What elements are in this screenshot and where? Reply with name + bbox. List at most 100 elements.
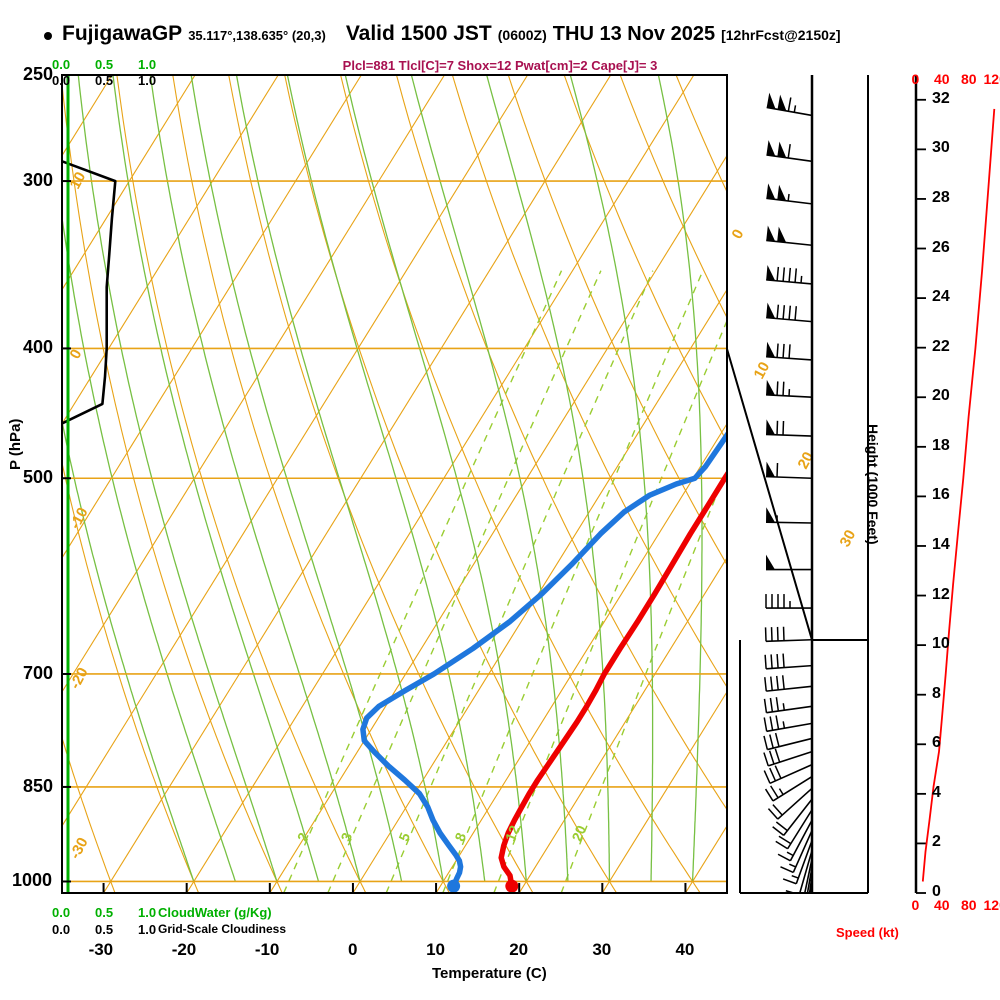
dry-adiabat-label: -30 (67, 835, 92, 862)
height-tick-label: 2 (932, 833, 941, 851)
dry-adiabat-label: 30 (837, 527, 860, 550)
cloudwater-axis-label: CloudWater (g/Kg) (158, 905, 272, 920)
station-marker-icon (44, 32, 52, 40)
wind-barb (780, 830, 813, 874)
pressure-tick-label: 1000 (12, 870, 53, 891)
speed-tick-label-top: 120 (983, 71, 1000, 87)
valid-time-label: Valid 1500 JST (345, 22, 492, 45)
wind-barb (766, 92, 813, 117)
pressure-tick-label: 500 (23, 467, 54, 488)
dewpoint-profile (360, 430, 727, 889)
height-tick-label: 12 (932, 585, 950, 603)
cloudiness-tick-top: 0.0 (52, 73, 71, 88)
surface-markers (447, 879, 519, 893)
cloudwater-tick-bottom: 0.0 (52, 905, 71, 920)
mixing-ratio-label: 8 (451, 830, 469, 843)
mixing-ratio-label: 20 (568, 823, 589, 844)
speed-height-panel (914, 75, 996, 894)
temperature-tick-label: 10 (426, 940, 445, 959)
wind-barb (772, 798, 813, 836)
height-tick-label: 8 (932, 684, 941, 702)
height-tick-label: 30 (932, 139, 950, 157)
wind-barb (765, 594, 812, 609)
height-tick-label: 4 (932, 783, 941, 801)
wind-barb (764, 626, 813, 643)
dry-adiabat-label: 20 (795, 449, 818, 472)
plot-frame (61, 74, 728, 894)
height-tick-label: 16 (932, 486, 950, 504)
wind-barb (766, 225, 813, 247)
dry-adiabat-label: 10 (67, 169, 90, 192)
pressure-tick-label: 700 (23, 662, 54, 683)
height-tick-label: 0 (932, 883, 941, 900)
wind-barb (763, 763, 813, 785)
wind-barb-panel (726, 75, 869, 894)
dry-adiabat-label: 0 (729, 227, 748, 242)
temperature-profile (498, 469, 727, 889)
cloudiness-tick-bottom: 1.0 (138, 922, 157, 937)
valid-time-zulu: (0600Z) (497, 27, 547, 43)
station-coordinates: 35.117°,138.635° (20,3) (188, 28, 326, 43)
temperature-tick-label: 30 (592, 940, 612, 959)
pressure-tick-label: 400 (23, 337, 54, 358)
pressure-tick-label: 250 (23, 64, 54, 84)
chart-header: FujigawaGP 35.117°,138.635° (20,3) Valid… (0, 22, 1000, 52)
wind-barb (763, 715, 813, 733)
wind-barb (766, 379, 813, 399)
wind-barb (764, 775, 813, 802)
height-tick-label: 18 (932, 436, 950, 454)
temperature-surface-dot (505, 879, 519, 893)
wind-barb (766, 419, 813, 437)
speed-axis-label: Speed (kt) (836, 925, 899, 940)
cloudiness-tick-top: 1.0 (138, 73, 157, 88)
wind-barb (775, 809, 813, 850)
speed-tick-label-bottom: 40 (934, 897, 950, 913)
mixing-ratio-lines (283, 270, 727, 893)
wind-barb (766, 264, 813, 285)
speed-tick-label-top: 80 (961, 71, 977, 87)
height-tick-label: 14 (932, 535, 950, 553)
temperature-tick-label: 40 (675, 940, 695, 959)
temperature-tick-label: -10 (254, 940, 280, 959)
height-tick-label: 32 (932, 89, 950, 107)
wind-barb (763, 732, 813, 751)
wind-barb (766, 140, 813, 163)
cloudwater-tick-bottom: 1.0 (138, 905, 157, 920)
dry-adiabat-label: -10 (67, 505, 92, 532)
dry-adiabat-label: -20 (67, 665, 92, 692)
isobar-lines (62, 74, 727, 883)
wind-barb (782, 840, 813, 885)
wind-barb (808, 875, 813, 893)
station-name: FujigawaGP (62, 22, 183, 45)
height-tick-label: 28 (932, 188, 950, 206)
wind-barb (777, 819, 813, 862)
height-tick-label: 24 (932, 288, 950, 306)
speed-tick-label-top: 0 (911, 71, 920, 87)
dry-adiabat-label: 10 (751, 359, 774, 382)
wind-barb (766, 341, 813, 361)
wind-barb (766, 461, 813, 480)
forecast-info: [12hrFcst@2150z] (721, 27, 841, 43)
axis-ticks (62, 74, 687, 893)
wind-barb (810, 882, 813, 893)
height-tick-label: 10 (932, 635, 950, 653)
wind-barb (764, 675, 813, 692)
temperature-axis-label: Temperature (C) (432, 965, 547, 982)
wind-barb (764, 653, 813, 670)
wind-barb (806, 867, 813, 893)
wind-barb (766, 554, 812, 571)
cloudiness-tick-bottom: 0.5 (95, 922, 114, 937)
height-axis-label: Height (1000 Feet) (865, 424, 881, 545)
cloudwater-tick-top: 0.5 (95, 57, 114, 72)
cloudiness-axis-label: Grid-Scale Cloudiness (158, 922, 287, 936)
height-tick-label: 20 (932, 387, 950, 405)
wind-barb (766, 302, 813, 323)
speed-tick-label-top: 40 (934, 71, 950, 87)
mixing-ratio-label: 5 (395, 830, 413, 843)
pressure-tick-label: 300 (23, 170, 54, 191)
cloudiness-tick-top: 0.5 (95, 73, 114, 88)
temperature-tick-label: 0 (347, 940, 358, 959)
